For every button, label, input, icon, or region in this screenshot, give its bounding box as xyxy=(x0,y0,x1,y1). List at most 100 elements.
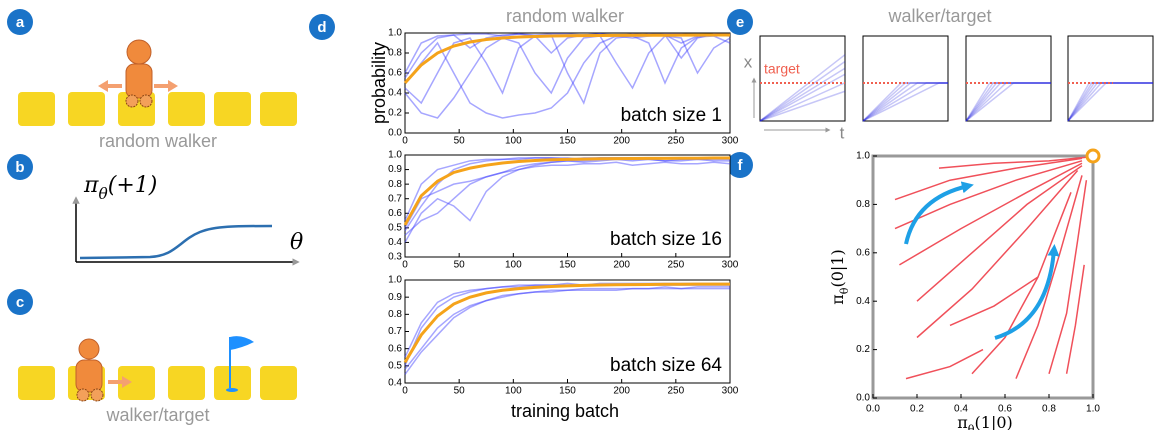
caption: random walker xyxy=(99,131,217,151)
x-tick-label: 300 xyxy=(722,260,739,271)
x-tick-label: 300 xyxy=(722,136,739,147)
y-tick-label: 0.5 xyxy=(388,360,402,371)
x-tick-label: 50 xyxy=(454,136,466,147)
plot-frame xyxy=(862,35,949,122)
x-tick-label: 100 xyxy=(505,260,522,271)
y-tick-label: 0.7 xyxy=(388,326,402,337)
y-tick-label: 1.0 xyxy=(388,275,402,286)
panel-letters: a b c d e f xyxy=(15,14,744,311)
panel-label: a xyxy=(16,14,25,31)
series-line xyxy=(404,287,730,375)
x-tick-label: 0 xyxy=(402,386,408,397)
x-tick-label: 0.4 xyxy=(954,404,968,415)
symbol: π xyxy=(828,294,847,305)
trace xyxy=(1067,82,1153,122)
x-tick-label: 300 xyxy=(722,386,739,397)
subscript: θ xyxy=(838,287,851,294)
x-tick-label: 200 xyxy=(613,386,630,397)
trace xyxy=(965,82,1051,122)
target-label: target xyxy=(764,61,800,77)
trace xyxy=(862,82,948,122)
track-c xyxy=(18,366,297,400)
series-line xyxy=(949,276,1039,327)
trace xyxy=(862,82,948,122)
y-tick-label: 0.5 xyxy=(388,222,402,233)
y-tick-label: 0.2 xyxy=(388,108,402,119)
annotation: batch size 64 xyxy=(610,355,722,376)
y-tick-label: 0.2 xyxy=(856,344,870,355)
series-line xyxy=(404,161,731,229)
y-tick-label: 1.0 xyxy=(856,151,870,162)
plot-frame xyxy=(759,35,846,122)
trace xyxy=(862,82,948,122)
walker-c xyxy=(75,338,132,402)
chart-title: random walker xyxy=(506,6,624,26)
y-tick-label: 1.0 xyxy=(388,28,402,39)
annotation: batch size 16 xyxy=(610,229,722,250)
flow-arrows xyxy=(904,181,1060,340)
y-tick-label: 0.4 xyxy=(388,88,402,99)
t-label: t xyxy=(840,123,845,142)
series-line xyxy=(971,192,1072,375)
series-line xyxy=(894,157,1083,201)
panel-label: e xyxy=(736,14,744,31)
trace xyxy=(862,82,948,122)
y-tick-label: 1.0 xyxy=(388,150,402,161)
y-tick-label: 0.8 xyxy=(388,309,402,320)
x-tick-label: 0.0 xyxy=(866,404,880,415)
trace xyxy=(759,82,846,122)
y-tick-label: 0.7 xyxy=(388,193,402,204)
series-line xyxy=(404,35,731,119)
walker-a xyxy=(98,39,178,108)
series-line xyxy=(1065,264,1085,374)
x-tick-label: 250 xyxy=(667,136,684,147)
trace xyxy=(965,82,1051,122)
plot-frame xyxy=(404,32,731,134)
y-tick-label: 0.8 xyxy=(856,199,870,210)
y-tick-label: 0.8 xyxy=(388,48,402,59)
series-line xyxy=(916,165,1083,302)
y-tick-label: 0.4 xyxy=(856,296,870,307)
y-tick-label: 0.0 xyxy=(856,393,870,404)
series-line xyxy=(404,34,731,105)
y-axis-label: probability xyxy=(369,42,389,124)
x-tick-label: 0 xyxy=(402,260,408,271)
x-tick-label: 250 xyxy=(667,260,684,271)
trace xyxy=(759,73,846,122)
trace xyxy=(862,82,948,122)
series-line xyxy=(899,162,1083,266)
x-tick-label: 1.0 xyxy=(1086,404,1100,415)
target-point xyxy=(1085,148,1101,164)
x-tick-label: 100 xyxy=(505,386,522,397)
panel-label: b xyxy=(15,159,24,176)
x-tick-label: 50 xyxy=(454,260,466,271)
theta-label: θ xyxy=(290,230,303,255)
y-tick-label: 0.9 xyxy=(388,292,402,303)
x-tick-label: 150 xyxy=(559,136,576,147)
x-tick-label: 250 xyxy=(667,386,684,397)
trace xyxy=(759,54,846,122)
x-tick-label: 100 xyxy=(505,136,522,147)
series-line xyxy=(403,282,730,364)
x-tick-label: 50 xyxy=(454,386,466,397)
symbol: π xyxy=(83,173,99,198)
y-tick-label: 0.4 xyxy=(388,237,402,248)
argument: (1|0) xyxy=(975,413,1013,430)
series-line xyxy=(404,34,731,119)
argument: (+1) xyxy=(108,173,158,198)
y-tick-label: 0.0 xyxy=(388,128,402,139)
pi-label: πθ(+1) xyxy=(83,173,157,203)
track-a xyxy=(18,92,297,126)
series-line xyxy=(938,156,1087,169)
x-tick-label: 200 xyxy=(613,260,630,271)
plot-frame xyxy=(404,154,731,258)
y-axis-label: πθ(0|1) xyxy=(828,249,851,305)
trace xyxy=(965,82,1051,122)
subscript: θ xyxy=(968,423,975,430)
trace xyxy=(759,60,846,122)
trace xyxy=(1067,82,1153,122)
trace xyxy=(965,82,1051,122)
panel-badges xyxy=(7,9,753,315)
y-tick-label: 0.3 xyxy=(388,252,402,263)
